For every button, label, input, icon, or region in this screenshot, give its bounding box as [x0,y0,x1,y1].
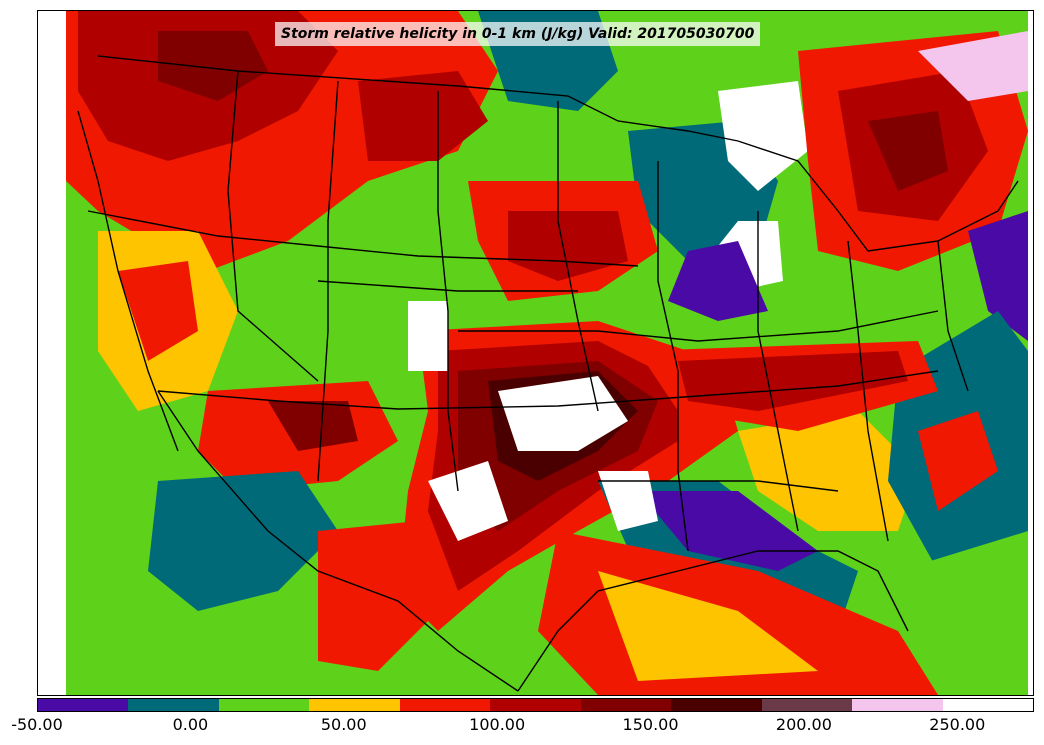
colorbar-segment [580,699,672,711]
helicity-field [66,11,1028,695]
colorbar-segment [218,699,310,711]
colorbar-tick-label: -50.00 [11,715,63,734]
colorbar-tick-label: 100.00 [469,715,526,734]
colorbar-segment [399,699,491,711]
colorbar-tick-label: 250.00 [929,715,986,734]
colorbar-segment [942,699,1033,711]
colorbar-segment [671,699,762,711]
colorbar-tick-labels: -50.00 0.00 50.00 100.00 150.00 200.00 250.00 [0,713,1044,743]
colorbar-segment [761,699,853,711]
colorbar-tick-label: 200.00 [775,715,832,734]
colorbar-tick-label: 0.00 [172,715,209,734]
colorbar-tick-label: 150.00 [622,715,679,734]
colorbar [37,698,1034,712]
colorbar-tick-label: 50.00 [320,715,367,734]
colorbar-segment [309,699,400,711]
colorbar-segment [490,699,581,711]
map-title: Storm relative helicity in 0-1 km (J/kg)… [275,22,761,46]
colorbar-segment [38,699,129,711]
map-panel: Storm relative helicity in 0-1 km (J/kg)… [37,10,1034,696]
helicity-map [38,11,1033,695]
colorbar-segment [852,699,943,711]
boundary-lines [77,55,1019,692]
colorbar-segment [128,699,219,711]
